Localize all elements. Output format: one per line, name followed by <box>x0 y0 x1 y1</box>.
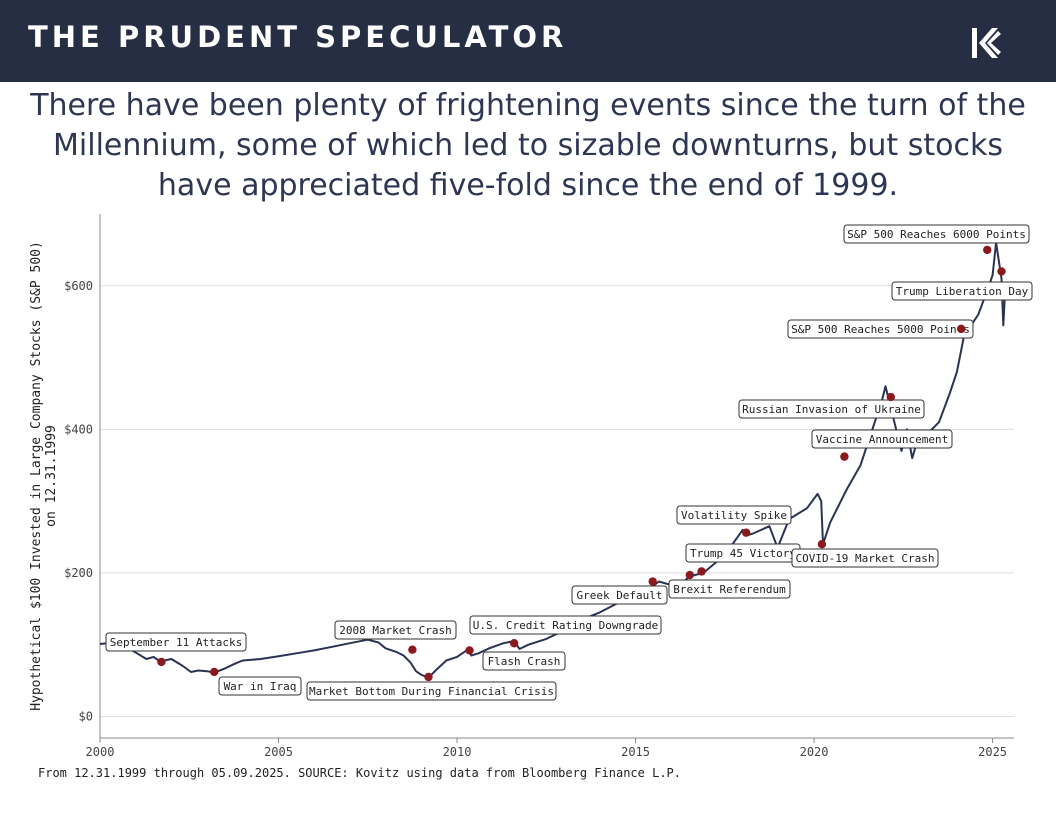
event-callout-box <box>891 281 1033 301</box>
event-callout-box <box>738 399 925 419</box>
x-tick-label: 2010 <box>443 745 472 759</box>
y-tick-label: $0 <box>79 709 93 723</box>
event-label: Volatility Spike <box>681 509 787 522</box>
y-tick-label: $400 <box>64 422 93 436</box>
event-label: Market Bottom During Financial Crisis <box>309 685 554 698</box>
event-callout-box <box>482 651 566 671</box>
x-tick-label: 2000 <box>86 745 115 759</box>
event-callout-box <box>571 585 668 605</box>
event-marker <box>685 570 695 580</box>
x-tick-label: 2025 <box>978 745 1007 759</box>
event-label: U.S. Credit Rating Downgrade <box>473 619 658 632</box>
sp500-series-line <box>99 241 1007 679</box>
event-callout-box <box>811 429 953 449</box>
event-label: Russian Invasion of Ukraine <box>742 403 921 416</box>
event-callout-box <box>787 319 974 339</box>
event-marker <box>465 646 474 655</box>
event-callout-box <box>334 620 457 640</box>
event-marker <box>817 539 827 549</box>
event-callout-box <box>676 505 792 525</box>
event-label: 2008 Market Crash <box>339 624 452 637</box>
y-axis-label: Hypothetical $100 Invested in Large Comp… <box>29 241 44 711</box>
event-callout-box <box>791 548 939 568</box>
event-callout-box <box>105 632 247 652</box>
event-label: S&P 500 Reaches 6000 Points <box>847 228 1026 241</box>
x-tick-label: 2005 <box>264 745 293 759</box>
event-label: Trump 45 Victory <box>690 547 796 560</box>
brand-title: THE PRUDENT SPECULATOR <box>28 20 568 54</box>
event-marker <box>697 567 706 576</box>
y-tick-label: $200 <box>64 566 93 580</box>
event-marker <box>840 452 849 461</box>
event-marker <box>210 667 219 677</box>
event-marker <box>648 577 657 586</box>
event-callout-box <box>469 615 662 635</box>
event-label: Greek Default <box>576 589 662 602</box>
header-bar: THE PRUDENT SPECULATOR <box>0 0 1056 82</box>
event-marker <box>742 528 751 537</box>
event-callout-box <box>306 681 557 701</box>
event-label: S&P 500 Reaches 5000 Points <box>791 323 970 336</box>
x-tick-label: 2015 <box>621 745 650 759</box>
event-callout-box <box>843 224 1030 244</box>
event-marker <box>157 657 166 667</box>
kovitz-k-logo-icon <box>972 28 1001 58</box>
source-footnote: From 12.31.1999 through 05.09.2025. SOUR… <box>38 766 681 780</box>
event-label: Flash Crash <box>488 655 561 668</box>
event-label: COVID-19 Market Crash <box>795 552 934 565</box>
event-marker <box>424 672 433 682</box>
event-label: Trump Liberation Day <box>896 285 1029 298</box>
event-label: Vaccine Announcement <box>816 433 948 446</box>
event-marker <box>956 324 966 334</box>
event-marker <box>408 645 417 654</box>
event-label: September 11 Attacks <box>110 636 242 649</box>
event-marker <box>509 639 519 648</box>
event-callout-box <box>218 676 302 696</box>
event-marker <box>983 245 992 255</box>
event-label: Brexit Referendum <box>673 583 786 596</box>
headline: There have been plenty of frightening ev… <box>30 88 1026 203</box>
event-label: War in Iraq <box>224 680 297 693</box>
event-callout-box <box>668 579 791 599</box>
x-tick-label: 2020 <box>800 745 829 759</box>
y-tick-label: $600 <box>64 279 93 293</box>
event-marker <box>886 392 896 402</box>
event-marker <box>997 267 1006 276</box>
y-axis-label-line2: on 12.31.1999 <box>44 425 59 527</box>
